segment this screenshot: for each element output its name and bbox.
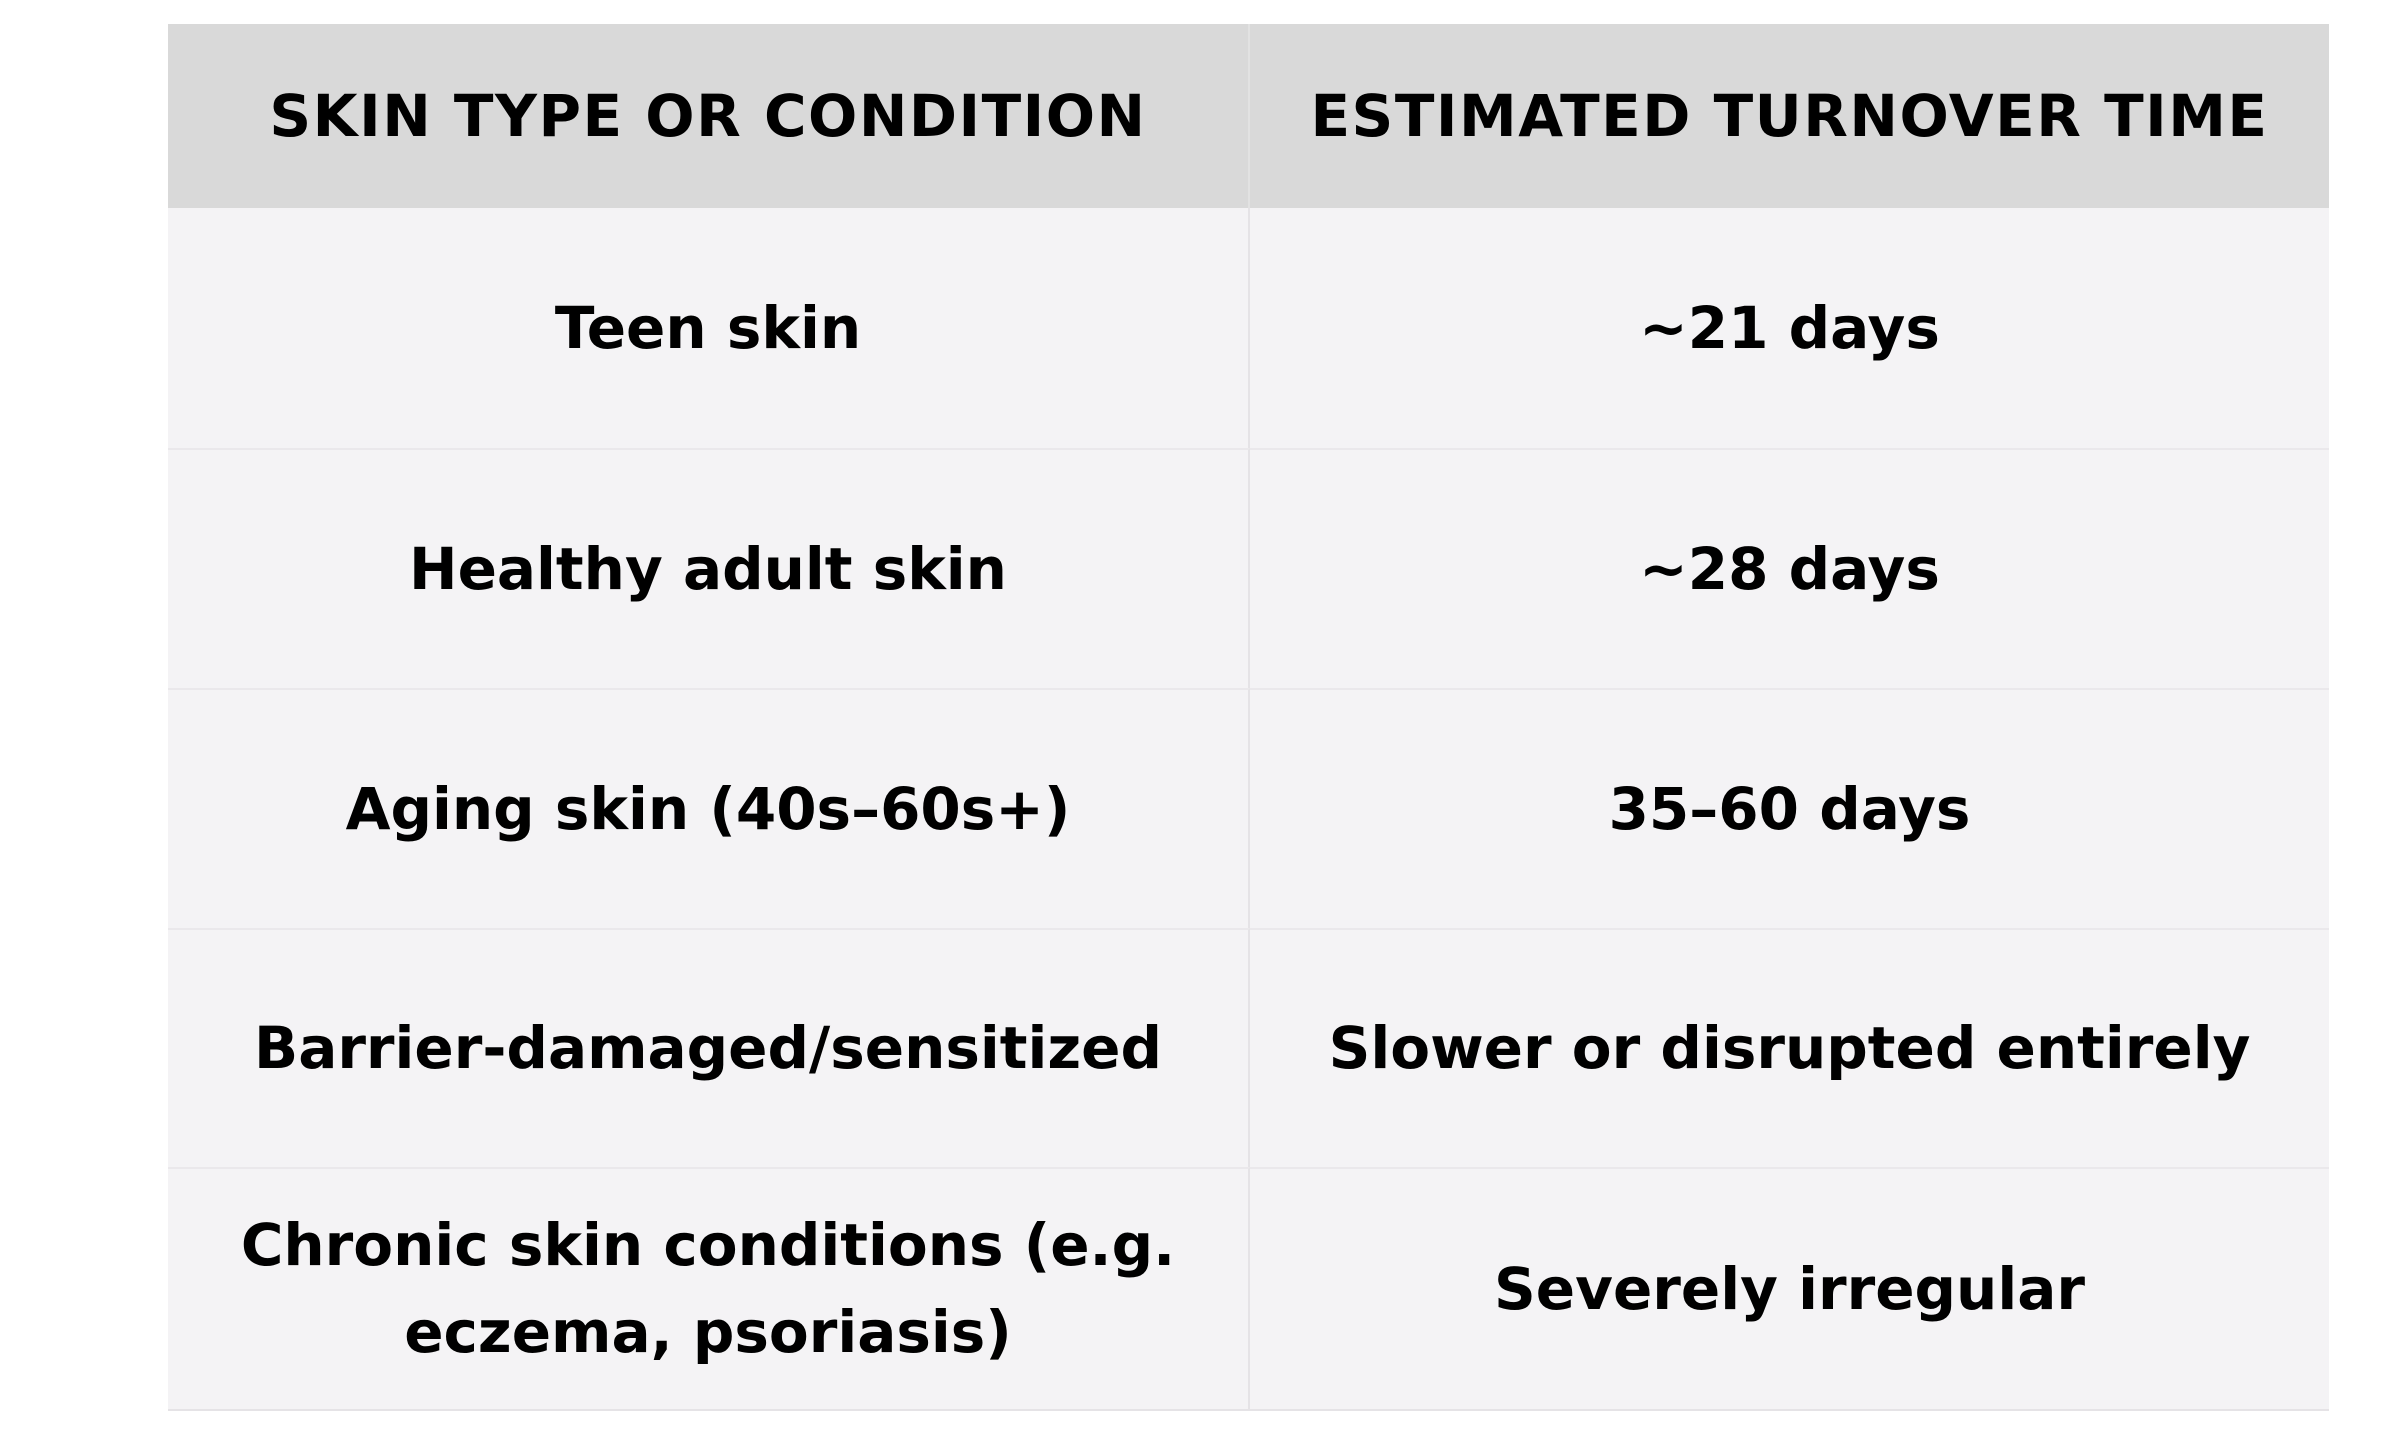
cell-turnover-aging-skin: 35–60 days — [1250, 688, 2329, 928]
skin-turnover-table: SKIN TYPE OR CONDITION ESTIMATED TURNOVE… — [168, 24, 2329, 1411]
cell-turnover-healthy-adult-skin: ~28 days — [1250, 448, 2329, 688]
header-cell-turnover-time: ESTIMATED TURNOVER TIME — [1250, 24, 2329, 208]
cell-turnover-barrier-damaged: Slower or disrupted entirely — [1250, 928, 2329, 1167]
header-cell-skin-type: SKIN TYPE OR CONDITION — [168, 24, 1250, 208]
cell-turnover-teen-skin: ~21 days — [1250, 208, 2329, 448]
cell-turnover-chronic-conditions: Severely irregular — [1250, 1167, 2329, 1409]
cell-condition-healthy-adult-skin: Healthy adult skin — [168, 448, 1250, 688]
cell-condition-aging-skin: Aging skin (40s–60s+) — [168, 688, 1250, 928]
cell-condition-barrier-damaged: Barrier-damaged/sensitized — [168, 928, 1250, 1167]
cell-condition-chronic-conditions: Chronic skin conditions (e.g. eczema, ps… — [168, 1167, 1250, 1409]
cell-condition-teen-skin: Teen skin — [168, 208, 1250, 448]
